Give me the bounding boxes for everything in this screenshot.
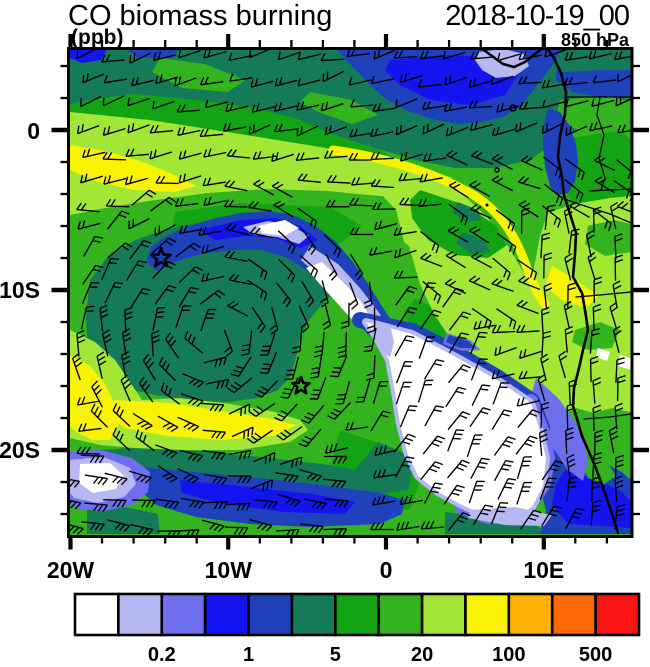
svg-text:850 hPa: 850 hPa (561, 30, 630, 50)
svg-text:0.2: 0.2 (148, 644, 176, 666)
svg-text:CO biomass burning: CO biomass burning (68, 0, 332, 32)
svg-text:100: 100 (492, 644, 525, 666)
svg-text:0: 0 (380, 557, 393, 583)
svg-text:5: 5 (330, 644, 341, 666)
svg-text:1: 1 (243, 644, 254, 666)
svg-text:20S: 20S (0, 437, 40, 463)
svg-text:10E: 10E (523, 557, 564, 583)
svg-text:10S: 10S (0, 277, 40, 303)
svg-text:500: 500 (579, 644, 612, 666)
svg-text:2018-10-19_00: 2018-10-19_00 (445, 0, 629, 32)
svg-text:20W: 20W (47, 557, 95, 583)
svg-text:(ppb): (ppb) (71, 26, 123, 49)
svg-text:0: 0 (27, 118, 40, 144)
svg-text:20: 20 (411, 644, 433, 666)
svg-text:10W: 10W (205, 557, 253, 583)
